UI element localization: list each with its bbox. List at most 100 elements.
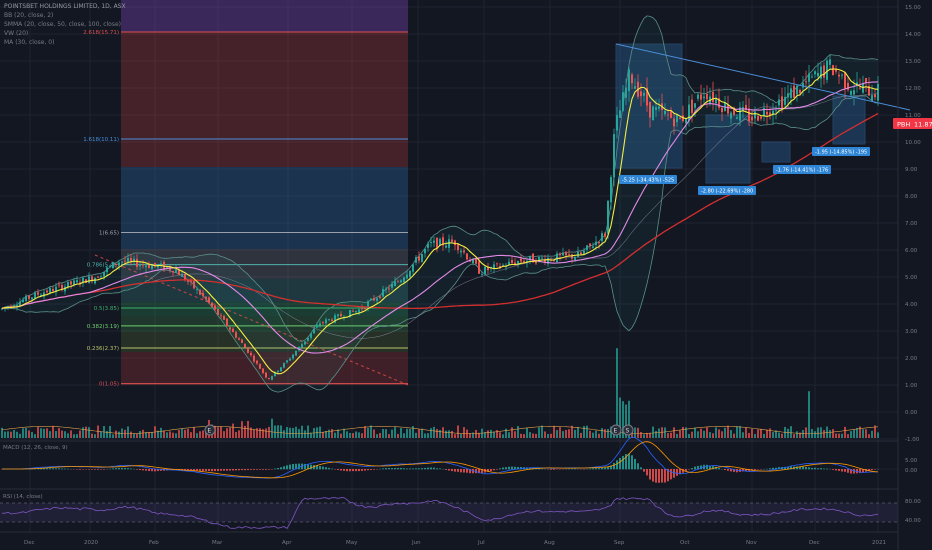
volume-bar — [424, 433, 426, 438]
macd-histogram-bar — [79, 469, 81, 470]
candle-body — [211, 302, 213, 307]
volume-bar — [769, 428, 771, 438]
time-axis[interactable]: Dec 2020 Feb Mar Apr May Jun Jul Aug Sep Oct Nov Dec… — [24, 540, 886, 546]
macd-histogram-bar — [412, 468, 414, 470]
volume-bar — [523, 434, 525, 438]
macd-histogram-bar — [142, 469, 144, 471]
candle-body — [634, 86, 636, 89]
candle-body — [325, 319, 327, 324]
dividend-marker-icon[interactable] — [204, 424, 216, 436]
candle-body — [34, 292, 36, 299]
macd-histogram-bar — [610, 465, 612, 470]
candle-body — [175, 269, 177, 273]
volume-bar — [490, 429, 492, 438]
event-markers[interactable]: E E S — [204, 424, 634, 436]
macd-histogram-bar — [361, 469, 363, 471]
legend-ma[interactable]: MA (30, close, 0) — [4, 39, 54, 46]
legend-bb[interactable]: BB (20, close, 2) — [4, 12, 53, 19]
price-axis[interactable]: 16.0015.0014.0013.0012.0011.0010.009.008… — [905, 0, 921, 524]
split-marker-icon[interactable] — [622, 424, 634, 436]
macd-histogram-bar — [280, 467, 282, 470]
macd-histogram-bar — [733, 469, 735, 472]
earnings-marker-icon[interactable] — [610, 424, 622, 436]
macd-histogram-bar — [475, 469, 477, 474]
indicator-legend[interactable]: POINTSBET HOLDINGS LIMITED, 1D, ASX BB (… — [3, 3, 126, 500]
candle-body — [115, 263, 117, 266]
volume-bar — [352, 433, 354, 438]
candle-body — [25, 295, 27, 302]
candle-body — [565, 251, 567, 256]
volume-bar — [40, 428, 42, 438]
candle-body — [595, 241, 597, 246]
candle-body — [568, 254, 570, 255]
rsi-pane — [0, 497, 898, 529]
volume-bar — [856, 427, 858, 438]
time-axis-label: Jun — [411, 540, 421, 546]
volume-bar — [817, 427, 819, 438]
candle-body — [313, 328, 315, 334]
volume-bar — [781, 433, 783, 438]
candle-body — [355, 310, 357, 313]
macd-histogram-bar — [307, 464, 309, 470]
volume-bar — [244, 425, 246, 438]
legend-vw[interactable]: VW (20) — [4, 30, 28, 37]
macd-histogram-bar — [715, 466, 717, 470]
macd-histogram-bar — [628, 453, 630, 470]
volume-bar — [484, 431, 486, 438]
volume-bar — [97, 425, 99, 438]
candle-body — [151, 265, 153, 270]
volume-bar — [238, 430, 240, 438]
candle-body — [250, 352, 252, 356]
macd-histogram-bar — [304, 463, 306, 470]
candle-body — [127, 258, 129, 262]
candle-body — [274, 371, 276, 377]
macd-histogram-bar — [853, 469, 855, 474]
fibonacci-extension[interactable]: 2.618(15.71) 1.618(10.11) 1(6.65) 0.786(5.4… — [83, 0, 409, 388]
candle-body — [538, 256, 540, 262]
macd-histogram-bar — [646, 469, 648, 476]
rsi-legend[interactable]: RSI (14, close) — [3, 494, 43, 500]
macd-histogram-bar — [262, 469, 264, 470]
volume-bar — [445, 430, 447, 438]
volume-bar — [637, 427, 639, 438]
volume-bar — [865, 429, 867, 438]
volume-bar — [808, 391, 810, 438]
volume-bar — [706, 427, 708, 438]
volume-bar — [826, 426, 828, 438]
volume-bar — [334, 432, 336, 438]
volume-bar — [379, 433, 381, 438]
macd-histogram-bar — [607, 466, 609, 470]
volume-bar — [622, 401, 624, 438]
volume-bar — [361, 433, 363, 438]
legend-smma[interactable]: SMMA (20, close, 50, close, 100, close) — [4, 21, 121, 28]
volume-bar — [58, 428, 60, 438]
candle-body — [649, 101, 651, 118]
volume-bar — [655, 431, 657, 438]
macd-legend[interactable]: MACD (12, 26, close, 9) — [3, 445, 68, 451]
resistance-trendline[interactable] — [615, 43, 911, 111]
volume-bar — [661, 427, 663, 438]
volume-bar — [31, 432, 33, 438]
candle-body — [754, 111, 756, 119]
volume-bar — [760, 428, 762, 438]
candle-body — [451, 239, 453, 242]
volume-bar — [127, 426, 129, 438]
volume-bar — [355, 431, 357, 438]
volume-bar — [634, 427, 636, 438]
volume-bar — [682, 426, 684, 438]
macd-histogram-bar — [685, 469, 687, 472]
fib-zone-top — [121, 0, 408, 32]
candle-body — [721, 107, 723, 113]
volume-bar — [28, 430, 30, 438]
volume-bar — [100, 431, 102, 438]
candle-body — [814, 71, 816, 75]
volume-bar — [502, 434, 504, 438]
candle-body — [178, 269, 180, 276]
candle-body — [433, 240, 435, 243]
legend-symbol[interactable]: POINTSBET HOLDINGS LIMITED, 1D, ASX — [4, 3, 126, 10]
candle-body — [688, 104, 690, 121]
macd-histogram-bar — [406, 468, 408, 470]
measure-labels: -5.25 (-34.43%) -525 -2.80 (-22.69%) -280… — [619, 147, 870, 195]
candle-body — [757, 115, 759, 121]
